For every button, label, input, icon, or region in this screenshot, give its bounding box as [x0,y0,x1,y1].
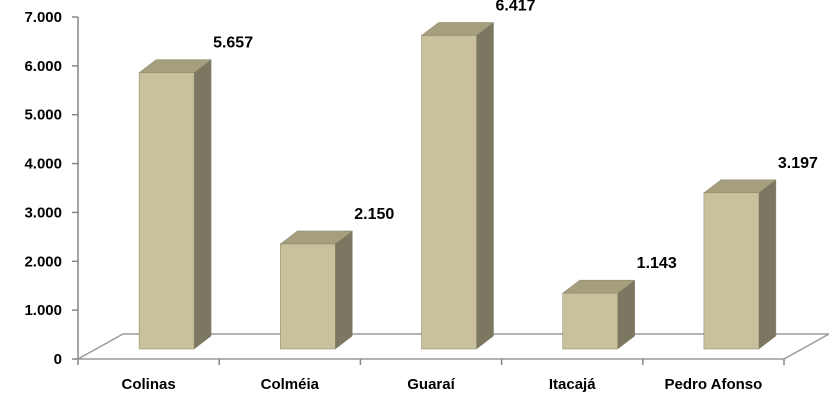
y-tick-label: 2.000 [24,253,62,270]
bar [279,230,354,350]
data-label: 6.417 [495,0,535,14]
y-tick-label: 1.000 [24,302,62,319]
x-tick-label: Guaraí [407,376,455,393]
bar [420,21,495,350]
bar [561,279,636,350]
y-tick-label: 3.000 [24,204,62,221]
bar-front [280,243,336,350]
bar-side [476,21,494,350]
y-tick-label: 7.000 [24,9,62,26]
bar-front [421,35,477,350]
y-axis: 0 1.000 2.000 3.000 4.000 5.000 6.000 7.000 [24,9,79,368]
x-tick-label: Itacajá [549,376,596,393]
x-axis: Colinas Colméia Guaraí Itacajá Pedro Afonso [77,359,785,393]
data-label: 5.657 [213,35,253,52]
bar-side [758,179,777,350]
data-label: 2.150 [354,206,394,223]
x-tick-label: Pedro Afonso [665,376,763,393]
x-tick-label: Colinas [122,376,176,393]
chart-floor [75,333,829,360]
bar-front [562,292,618,350]
bar-front [703,192,760,350]
y-tick-label: 6.000 [24,58,62,75]
y-tick-label: 4.000 [24,156,62,173]
data-label: 1.143 [637,255,677,272]
floor [75,333,829,360]
y-tick-label: 0 [54,351,62,368]
bars [138,21,777,350]
data-labels: 5.657 2.150 6.417 1.143 3.197 [213,0,818,272]
y-tick-label: 5.000 [24,107,62,124]
x-tick-label: Colméia [261,376,320,393]
bar [703,179,777,350]
bar [138,59,212,350]
bar-side [193,59,212,350]
bar-side [335,230,353,350]
bar-front [138,72,195,350]
data-label: 3.197 [778,155,818,172]
